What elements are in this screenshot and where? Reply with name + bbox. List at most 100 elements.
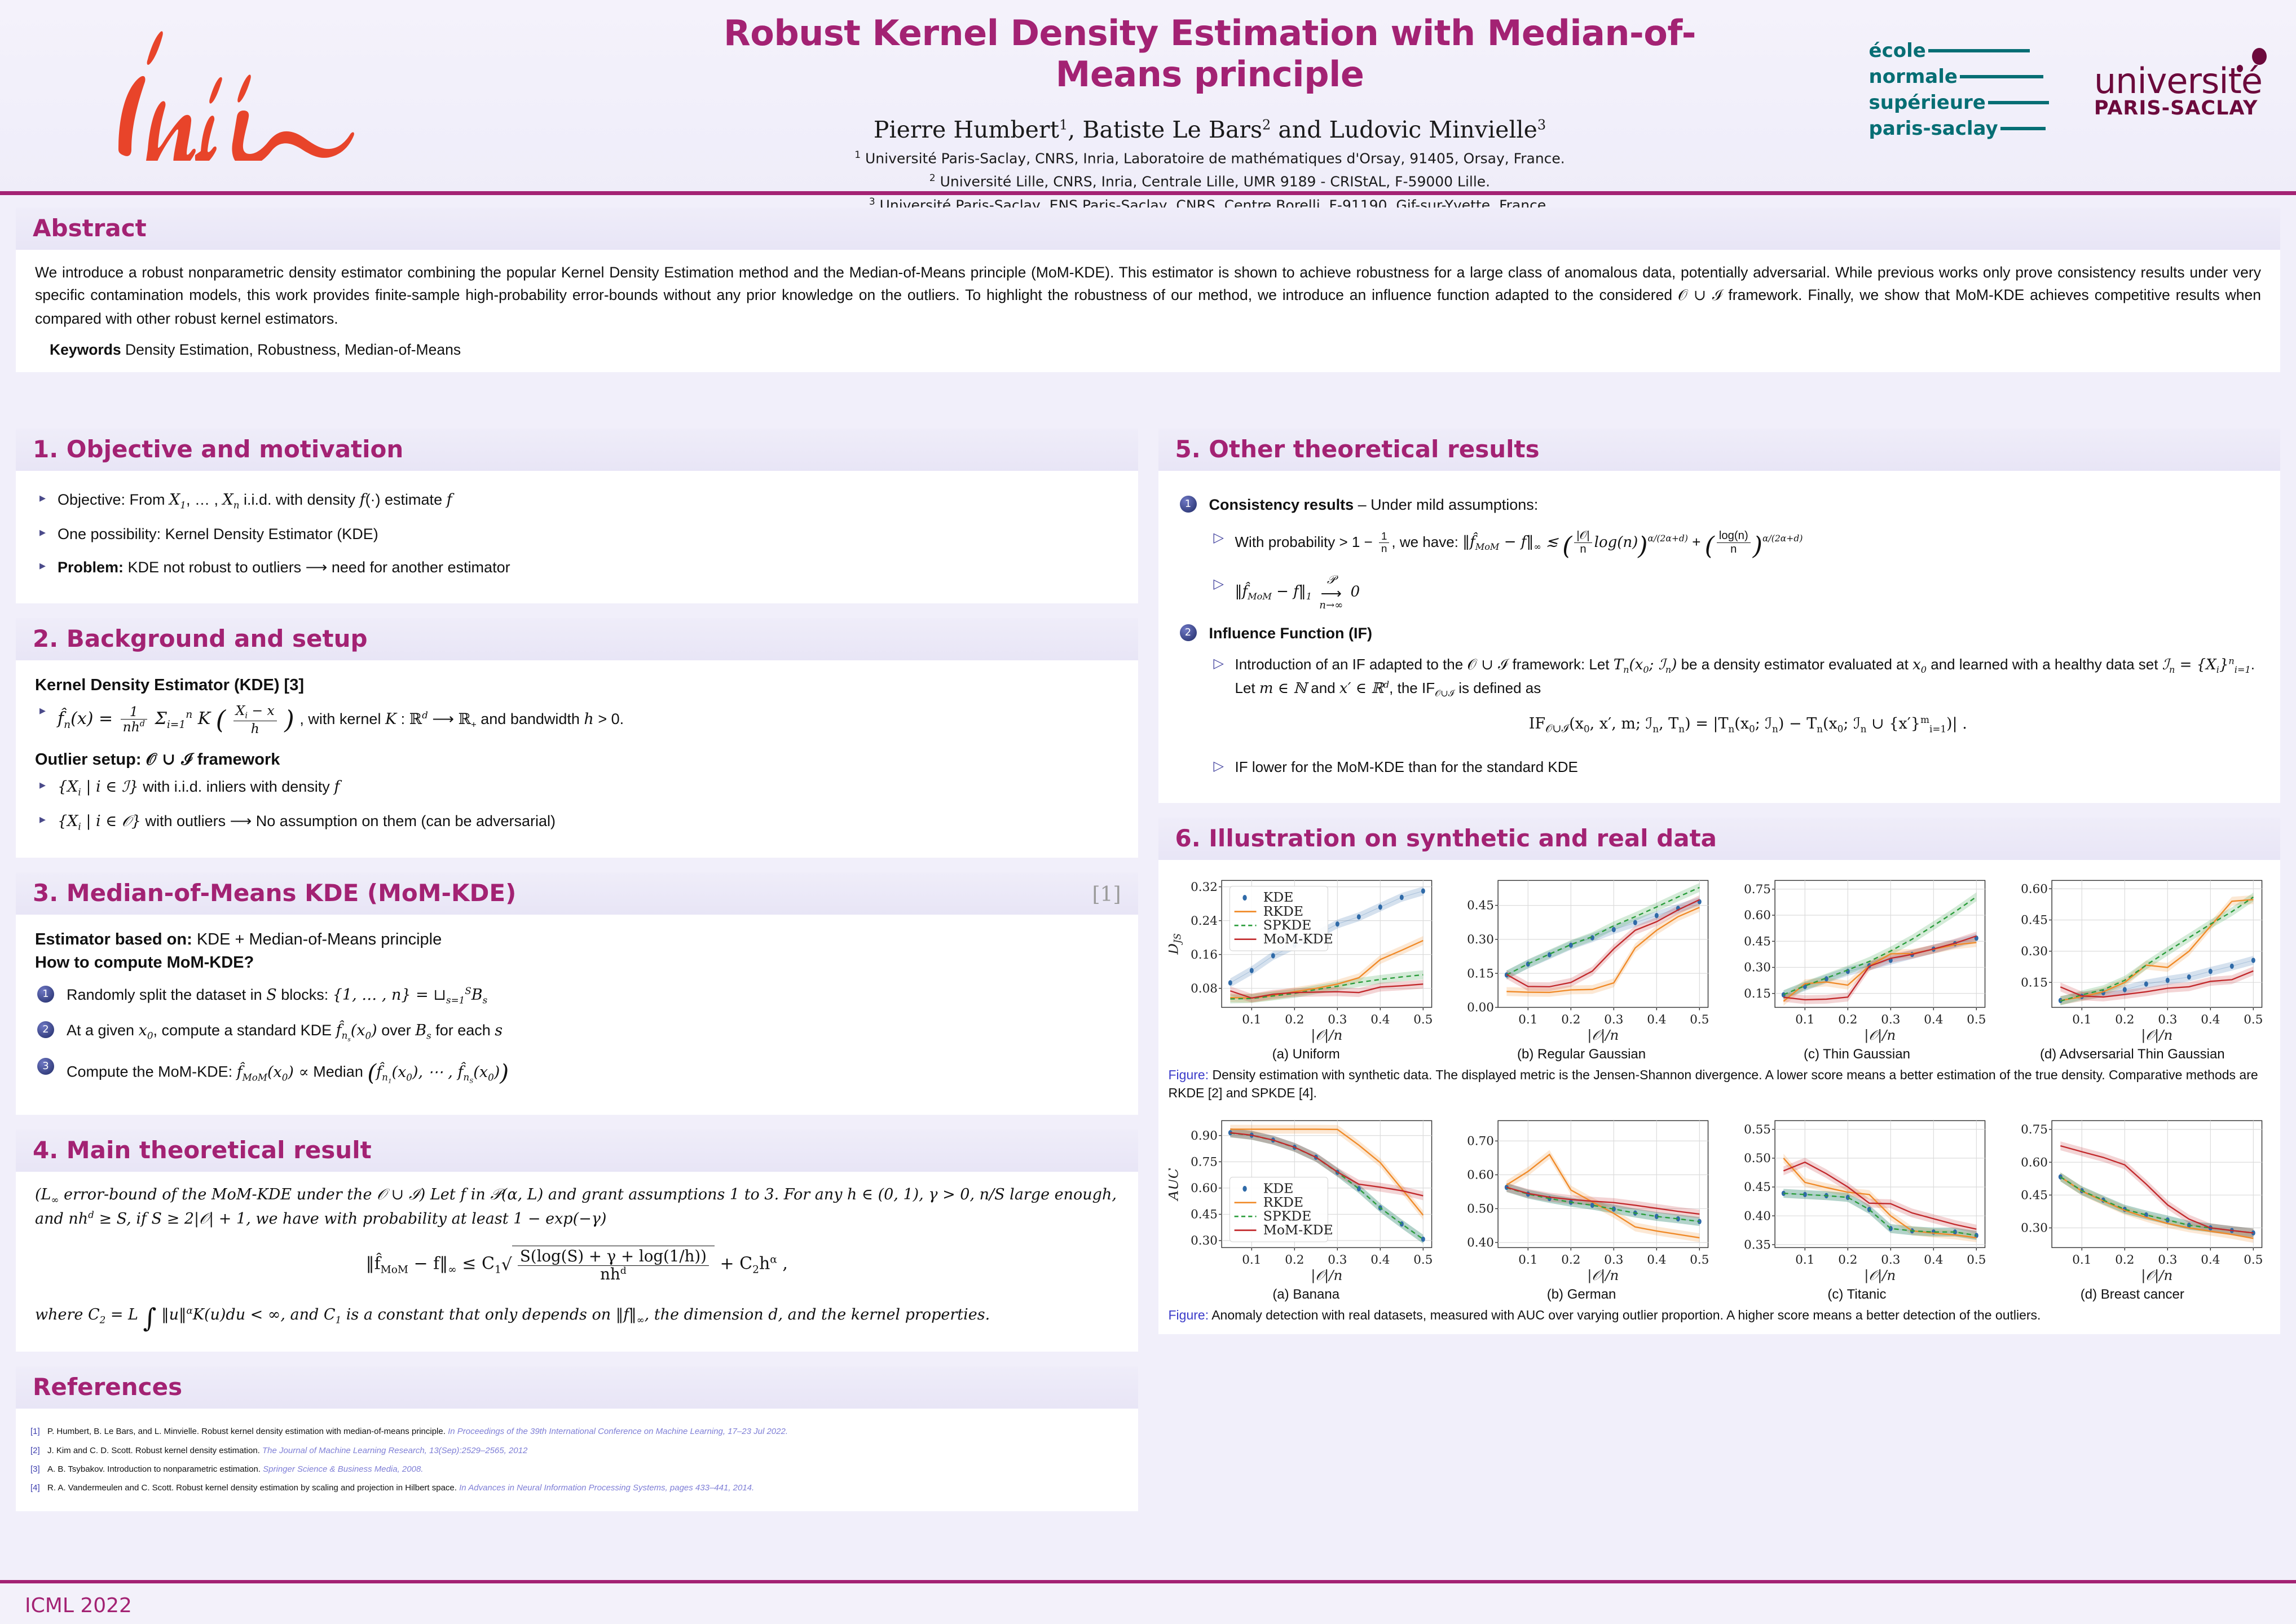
svg-text:|𝒪|/n: |𝒪|/n: [1865, 1026, 1896, 1043]
svg-text:0.60: 0.60: [2021, 1155, 2048, 1170]
step-2: At a given x0, compute a standard KDE f̂…: [35, 1019, 1119, 1044]
chart-3: 0.15 0.30 0.45 0.60 0.75 0.1 0.2 0.3 0.4 0.5 |𝒪|/n: [1744, 880, 1986, 1043]
fig1-caption-a: (a) Uniform: [1272, 1046, 1340, 1062]
svg-text:0.60: 0.60: [2021, 882, 2048, 896]
keywords-value: Density Estimation, Robustness, Median-o…: [125, 341, 461, 358]
authors-line: Pierre Humbert1, Batiste Le Bars2 and Lu…: [873, 116, 1546, 143]
svg-text:0.5: 0.5: [2244, 1253, 2263, 1267]
section-6-body: 0.08 0.16 0.24 0.32 0.1 0.2 0.3 0.4 0.5 |𝒪|/n DJS K…: [1158, 859, 2280, 1335]
svg-text:SPKDE: SPKDE: [1263, 1208, 1311, 1224]
figure-1-subcaptions: (a) Uniform (b) Regular Gaussian (c) Thi…: [1169, 1047, 2271, 1062]
chart-8: 0.30 0.45 0.60 0.75 0.1 0.2 0.3 0.4 0.5 |𝒪|/n: [2021, 1120, 2263, 1284]
fig1-desc-text: Density estimation with synthetic data. …: [1168, 1067, 2258, 1101]
page-title: Robust Kernel Density Estimation with Me…: [723, 12, 1696, 95]
fig2-caption-c: (c) Titanic: [1827, 1286, 1887, 1302]
section-3-body: Estimator based on: KDE + Median-of-Mean…: [16, 915, 1138, 1115]
svg-text:0.24: 0.24: [1191, 914, 1218, 928]
svg-text:0.4: 0.4: [2201, 1013, 2220, 1027]
chart-cell-5: 0.30 0.45 0.60 0.75 0.90 0.1 0.2 0.3 0.4 0.5 |𝒪|/n…: [1169, 1111, 1440, 1285]
ref-text: R. A. Vandermeulen and C. Scott. Robust …: [47, 1483, 460, 1493]
if-comparison: IF lower for the MoM-KDE than for the st…: [1209, 756, 2262, 778]
ens-line-3: supérieure: [1868, 91, 1986, 114]
figure-2-subcaptions: (a) Banana (b) German (c) Titanic (d) Br…: [1169, 1287, 2271, 1303]
chart-cell-2: 0.00 0.15 0.30 0.45 0.1 0.2 0.3 0.4 0.5 |𝒪|/n: [1445, 871, 1716, 1044]
svg-text:0.2: 0.2: [1839, 1013, 1858, 1027]
ref-venue: In Proceedings of the 39th International…: [448, 1427, 788, 1437]
svg-text:0.30: 0.30: [1467, 933, 1495, 947]
fig1-caption-b: (b) Regular Gaussian: [1517, 1046, 1646, 1062]
svg-text:|𝒪|/n: |𝒪|/n: [1865, 1267, 1896, 1284]
svg-text:0.5: 0.5: [1967, 1013, 1986, 1027]
fig2-desc-text: Anomaly detection with real datasets, me…: [1209, 1307, 2041, 1322]
svg-text:AUC: AUC: [1169, 1168, 1181, 1201]
svg-text:0.3: 0.3: [1881, 1013, 1901, 1027]
ref-num: [4]: [30, 1483, 40, 1493]
ens-rule-1: [1928, 49, 2030, 52]
fig2-tag: Figure:: [1168, 1307, 1209, 1322]
fig1-caption-c: (c) Thin Gaussian: [1803, 1046, 1910, 1062]
abstract-heading: Abstract: [33, 214, 147, 242]
chart-cell-1: 0.08 0.16 0.24 0.32 0.1 0.2 0.3 0.4 0.5 |𝒪|/n DJS K…: [1169, 871, 1440, 1044]
chart-cell-4: 0.15 0.30 0.45 0.60 0.1 0.2 0.3 0.4 0.5 |𝒪|/n: [1999, 871, 2270, 1044]
svg-text:0.60: 0.60: [1744, 908, 1771, 923]
svg-text:0.4: 0.4: [1647, 1013, 1667, 1027]
body-columns: 1. Objective and motivation Objective: F…: [16, 429, 2280, 1526]
svg-text:0.2: 0.2: [2115, 1013, 2134, 1027]
svg-text:0.1: 0.1: [2072, 1013, 2091, 1027]
svg-text:0.30: 0.30: [1744, 960, 1771, 974]
affiliation-1: 1 Université Paris-Saclay, CNRS, Inria, …: [854, 149, 1565, 167]
abstract-header: Abstract: [16, 208, 2280, 250]
svg-text:0.45: 0.45: [1744, 934, 1771, 948]
figure-1-description: Figure: Density estimation with syntheti…: [1169, 1066, 2271, 1102]
theorem-equation: ‖f̂MoM − f‖∞ ≤ C1√ S(log(S) + γ + log(1/h…: [365, 1246, 788, 1284]
left-column: 1. Objective and motivation Objective: F…: [16, 429, 1138, 1526]
affiliation-2: 2 Université Lille, CNRS, Inria, Central…: [929, 173, 1491, 190]
svg-text:|𝒪|/n: |𝒪|/n: [1311, 1026, 1342, 1043]
svg-text:0.2: 0.2: [2115, 1253, 2134, 1267]
section-5-panel: 5. Other theoretical results Consistency…: [1158, 429, 2280, 803]
svg-text:0.75: 0.75: [1744, 882, 1771, 897]
svg-text:0.4: 0.4: [1924, 1013, 1944, 1027]
svg-text:0.08: 0.08: [1191, 981, 1218, 995]
svg-text:0.75: 0.75: [2021, 1123, 2048, 1137]
svg-text:0.55: 0.55: [1744, 1123, 1771, 1137]
chart-cell-8: 0.30 0.45 0.60 0.75 0.1 0.2 0.3 0.4 0.5 |𝒪|/n: [1999, 1111, 2270, 1285]
svg-text:0.3: 0.3: [1328, 1253, 1347, 1267]
svg-text:0.60: 0.60: [1467, 1168, 1495, 1182]
svg-text:0.2: 0.2: [1285, 1253, 1304, 1267]
svg-text:|𝒪|/n: |𝒪|/n: [1588, 1026, 1619, 1043]
step-3: Compute the MoM-KDE: f̂MoM(x0) ∝ Median …: [35, 1056, 1119, 1090]
chart-cell-3: 0.15 0.30 0.45 0.60 0.75 0.1 0.2 0.3 0.4 0.5 |𝒪|/n: [1722, 871, 1993, 1044]
objective-bullet: Objective: From X1, … , Xn i.i.d. with d…: [35, 489, 1119, 512]
section-2-header: 2. Background and setup: [16, 617, 1138, 660]
fig2-caption-b: (b) German: [1546, 1286, 1616, 1302]
theorem-statement-b: where C2 = L ∫ ‖u‖αK(u)du < ∞, and C1 is…: [35, 1303, 990, 1334]
reference-item: [2] J. Kim and C. D. Scott. Robust kernel…: [30, 1445, 1123, 1457]
svg-text:0.16: 0.16: [1191, 947, 1218, 961]
svg-text:MoM-KDE: MoM-KDE: [1263, 930, 1333, 946]
svg-text:0.4: 0.4: [1647, 1253, 1667, 1267]
svg-text:RKDE: RKDE: [1263, 1194, 1303, 1210]
section-4-panel: 4. Main theoretical result (L∞ error-bou…: [16, 1129, 1138, 1352]
poster-footer: ICML 2022: [0, 1583, 2296, 1624]
section-5-heading: 5. Other theoretical results: [1175, 435, 1540, 463]
consistency-title: Consistency results: [1209, 496, 1354, 513]
section-1-heading: 1. Objective and motivation: [33, 435, 404, 463]
svg-text:0.30: 0.30: [2021, 945, 2048, 959]
svg-text:|𝒪|/n: |𝒪|/n: [1311, 1267, 1342, 1284]
estimator-label: Estimator based on:: [35, 930, 192, 949]
svg-text:0.1: 0.1: [1519, 1253, 1538, 1267]
ref-num: [2]: [30, 1445, 40, 1455]
outliers-bullet: {Xi | i ∈ 𝒪} with outliers ⟶ No assumpti…: [35, 810, 1119, 833]
svg-text:0.2: 0.2: [1285, 1013, 1304, 1027]
chart-1: 0.08 0.16 0.24 0.32 0.1 0.2 0.3 0.4 0.5 |𝒪|/n DJS K…: [1169, 880, 1433, 1043]
chart-6: 0.40 0.50 0.60 0.70 0.1 0.2 0.3 0.4 0.5 |𝒪|/n: [1467, 1120, 1709, 1284]
ref-venue: The Journal of Machine Learning Research…: [262, 1445, 528, 1455]
section-3-panel: 3. Median-of-Means KDE (MoM-KDE) [1] Est…: [16, 872, 1138, 1115]
abstract-keywords: Keywords Density Estimation, Robustness,…: [35, 341, 2261, 359]
inria-logo: [85, 31, 434, 169]
title-block: Robust Kernel Density Estimation with Me…: [666, 12, 1754, 213]
kde-subheading: Kernel Density Estimator (KDE) [3]: [35, 676, 304, 694]
svg-text:|𝒪|/n: |𝒪|/n: [2141, 1026, 2172, 1043]
